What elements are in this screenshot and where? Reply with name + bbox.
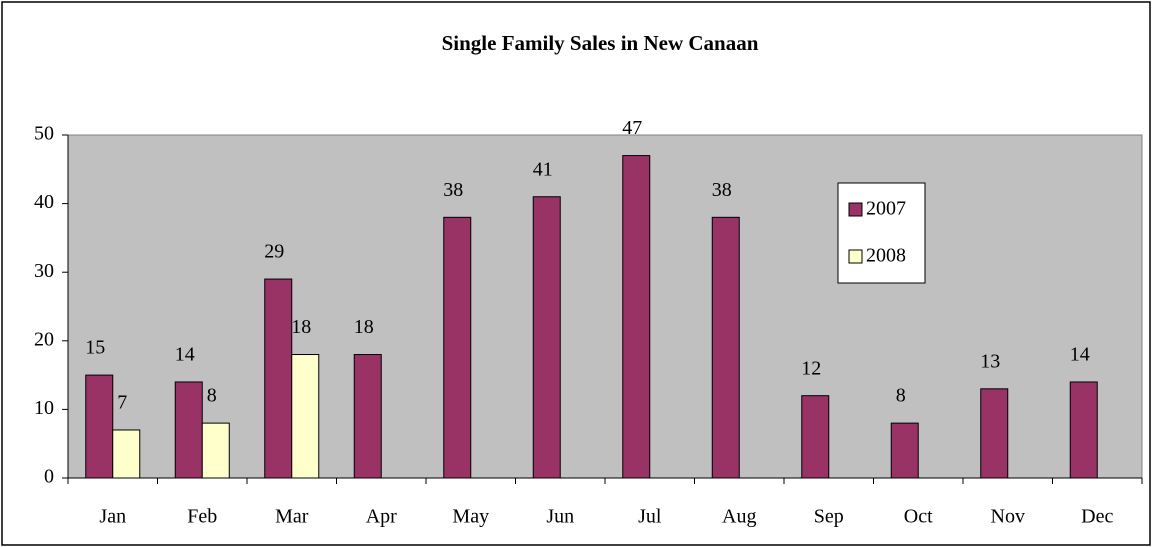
x-tick-label: Oct (904, 506, 933, 528)
data-label: 47 (622, 117, 642, 139)
bar (85, 374, 114, 479)
x-tick-label: Jun (546, 506, 574, 528)
data-label: 8 (896, 385, 906, 407)
bar (622, 155, 651, 479)
data-label: 13 (980, 350, 1000, 372)
bar (801, 395, 830, 479)
legend-label: 2007 (866, 198, 906, 220)
x-tick-label: Nov (991, 506, 1025, 528)
data-label: 14 (1070, 344, 1090, 366)
x-tick-label: May (452, 506, 489, 528)
legend-label: 2008 (866, 245, 906, 267)
x-tick-label: Apr (366, 506, 397, 528)
bar (264, 278, 293, 479)
data-label: 38 (712, 179, 732, 201)
bar (201, 422, 230, 479)
bar (532, 196, 561, 479)
y-tick-label: 40 (34, 191, 54, 213)
data-label: 15 (85, 337, 105, 359)
data-label: 41 (533, 158, 553, 180)
data-label: 29 (264, 241, 284, 263)
y-tick-label: 20 (34, 328, 54, 350)
x-tick-label: Mar (275, 506, 309, 528)
bar (890, 422, 919, 479)
data-label: 14 (175, 344, 195, 366)
y-tick-label: 50 (34, 123, 54, 145)
legend-swatch (848, 202, 863, 217)
legend-box (837, 182, 926, 284)
bar (112, 429, 141, 479)
legend-swatch (848, 249, 863, 264)
data-label: 7 (117, 392, 127, 414)
y-tick-label: 0 (44, 466, 54, 488)
data-label: 38 (443, 179, 463, 201)
data-label: 12 (801, 357, 821, 379)
y-tick-label: 10 (34, 397, 54, 419)
x-tick-label: Jan (99, 506, 126, 528)
bar (174, 381, 203, 479)
bar (1069, 381, 1098, 479)
plot-area (67, 134, 1143, 479)
x-tick-label: Jul (638, 506, 662, 528)
data-label: 18 (354, 316, 374, 338)
x-tick-label: Aug (722, 506, 756, 528)
y-tick-label: 30 (34, 260, 54, 282)
x-tick-label: Feb (187, 506, 217, 528)
data-label: 18 (291, 316, 311, 338)
chart-title: Single Family Sales in New Canaan (442, 31, 759, 55)
bar (443, 216, 472, 479)
bar (980, 388, 1009, 479)
bar (353, 354, 382, 479)
data-label: 8 (207, 385, 217, 407)
bar (711, 216, 740, 479)
bar (291, 354, 320, 479)
x-tick-label: Dec (1081, 506, 1113, 528)
x-tick-label: Sep (814, 506, 844, 528)
